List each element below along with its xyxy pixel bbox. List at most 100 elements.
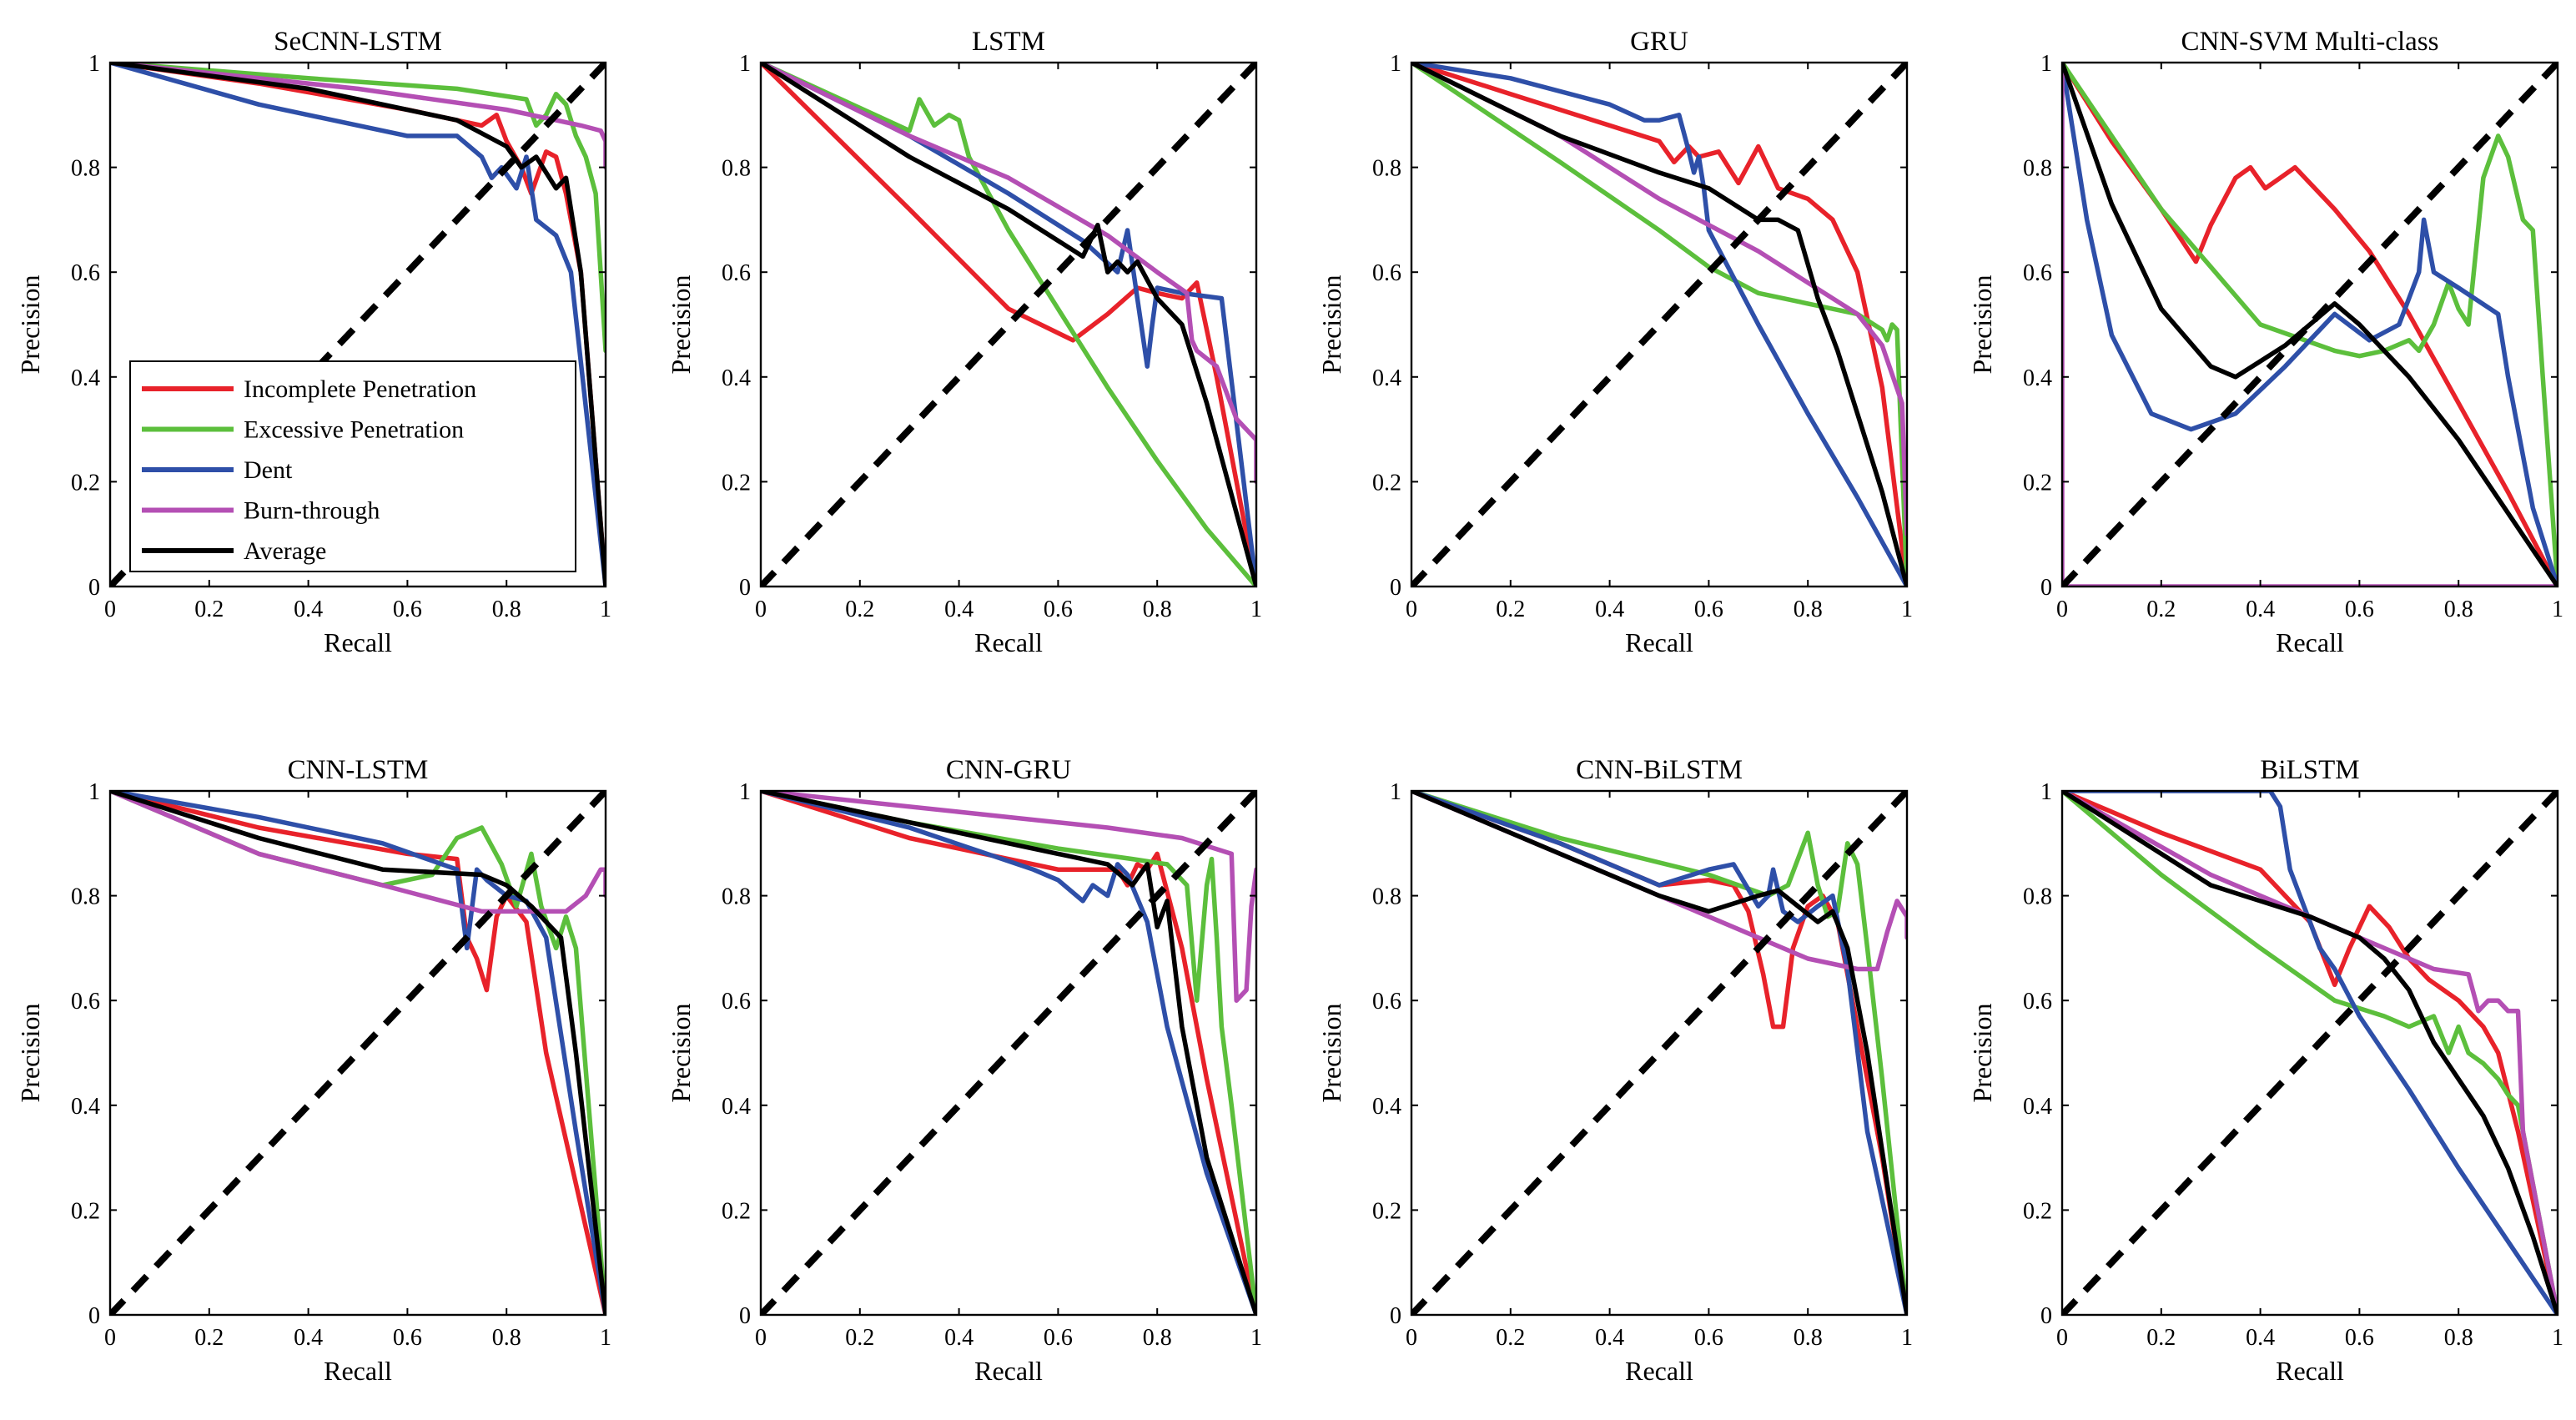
plot-frame xyxy=(1410,789,1909,1317)
series-line-average xyxy=(2062,791,2558,1315)
y-tick-label: 0.2 xyxy=(1372,1198,1401,1224)
y-tick-label: 0.6 xyxy=(71,989,100,1015)
panel-title: SeCNN-LSTM xyxy=(274,27,442,57)
y-tick-label: 0.2 xyxy=(722,1198,751,1224)
diagonal-reference-line xyxy=(110,791,606,1315)
legend-label-incomplete-penetration: Incomplete Penetration xyxy=(244,375,476,403)
diagonal-reference-line xyxy=(1411,791,1907,1315)
y-axis-label: Precision xyxy=(1316,274,1346,374)
x-tick-label: 1 xyxy=(2552,597,2563,622)
panel-title: CNN-LSTM xyxy=(288,755,429,785)
x-tick-label: 0.4 xyxy=(944,1325,974,1351)
x-axis-label: Recall xyxy=(324,627,392,657)
diagonal-reference-line xyxy=(2062,63,2558,587)
y-tick-label: 0.8 xyxy=(1372,156,1401,182)
x-tick-label: 0.2 xyxy=(1496,597,1525,622)
x-tick-label: 0.6 xyxy=(393,597,422,622)
y-tick-label: 0.6 xyxy=(71,260,100,286)
x-tick-label: 0 xyxy=(755,1325,767,1351)
panel-cnn-lstm: CNN-LSTM 0 0.2 0.4 0.6 0.8 1 0 0.2 0.4 0.6 0.8 1 Reca… xyxy=(15,755,611,1386)
plot-frame xyxy=(2060,789,2559,1317)
legend-label-dent: Dent xyxy=(244,456,293,484)
y-tick-label: 1 xyxy=(88,51,100,77)
x-tick-label: 0 xyxy=(104,1325,116,1351)
panel-title: CNN-SVM Multi-class xyxy=(2181,27,2439,57)
y-tick-label: 0.2 xyxy=(722,470,751,496)
x-axis-label: Recall xyxy=(324,1356,392,1386)
x-tick-label: 0.2 xyxy=(194,1325,224,1351)
series-line-incomplete-penetration xyxy=(1411,63,1907,587)
x-tick-label: 0.8 xyxy=(1143,1325,1172,1351)
panel-bilstm: BiLSTM 0 0.2 0.4 0.6 0.8 1 0 0.2 0.4 0.6 0.8 1 Recall… xyxy=(1967,755,2563,1386)
x-tick-label: 1 xyxy=(1250,1325,1262,1351)
series-line-excessive-penetration xyxy=(761,791,1256,1315)
y-tick-label: 1 xyxy=(739,51,751,77)
x-axis-label: Recall xyxy=(2276,1356,2344,1386)
x-tick-label: 0.4 xyxy=(294,1325,323,1351)
series-group xyxy=(2062,791,2558,1315)
series-line-dent xyxy=(761,791,1256,1315)
x-tick-label: 0.6 xyxy=(2345,597,2374,622)
y-axis-label: Precision xyxy=(1967,1003,1997,1102)
x-tick-label: 0.6 xyxy=(1694,597,1723,622)
y-tick-label: 0.8 xyxy=(722,156,751,182)
x-tick-label: 0.4 xyxy=(1595,1325,1624,1351)
panel-cnn-svm-multi-class: CNN-SVM Multi-class 0 0.2 0.4 0.6 0.8 1 0 0.2 0.4… xyxy=(1967,27,2563,657)
series-line-dent xyxy=(2062,63,2558,587)
y-tick-label: 0.6 xyxy=(1372,989,1401,1015)
x-axis-label: Recall xyxy=(1625,1356,1693,1386)
x-tick-label: 0.8 xyxy=(2444,597,2473,622)
x-tick-label: 0.2 xyxy=(194,597,224,622)
y-axis-label: Precision xyxy=(15,1003,45,1102)
plot-frame xyxy=(759,61,1258,588)
series-group xyxy=(110,63,606,587)
series-line-incomplete-penetration xyxy=(2062,791,2558,1315)
y-tick-label: 1 xyxy=(2040,779,2052,805)
x-tick-label: 0 xyxy=(1406,597,1417,622)
y-tick-label: 0.4 xyxy=(1372,1094,1401,1120)
x-tick-label: 0 xyxy=(104,597,116,622)
plot-frame xyxy=(759,789,1258,1317)
legend-label-burn-through: Burn-through xyxy=(244,497,380,525)
y-tick-label: 0.2 xyxy=(71,470,100,496)
y-tick-label: 0.4 xyxy=(722,1094,751,1120)
x-tick-label: 0.8 xyxy=(1794,597,1823,622)
panel-title: LSTM xyxy=(972,27,1045,57)
panel-title: CNN-BiLSTM xyxy=(1576,755,1743,785)
x-tick-label: 1 xyxy=(600,597,611,622)
y-axis-label: Precision xyxy=(1967,274,1997,374)
x-tick-label: 0.4 xyxy=(2246,597,2275,622)
diagonal-reference-line xyxy=(2062,791,2558,1315)
series-line-average xyxy=(1411,791,1907,1315)
y-tick-label: 0.8 xyxy=(71,156,100,182)
y-tick-label: 1 xyxy=(1390,779,1401,805)
panel-title: CNN-GRU xyxy=(946,755,1072,785)
x-tick-label: 0.2 xyxy=(1496,1325,1525,1351)
x-tick-label: 0.6 xyxy=(1044,597,1073,622)
panel-secnn-lstm: SeCNN-LSTM 0 0.2 0.4 0.6 0.8 1 0 0.2 0.4 0.6 0.8 1 Re… xyxy=(15,27,611,657)
legend-label-excessive-penetration: Excessive Penetration xyxy=(244,416,464,444)
x-tick-label: 0.4 xyxy=(1595,597,1624,622)
series-line-excessive-penetration xyxy=(110,63,606,354)
x-axis-label: Recall xyxy=(1625,627,1693,657)
series-line-dent xyxy=(1411,791,1907,1315)
x-tick-label: 0.6 xyxy=(1044,1325,1073,1351)
y-tick-label: 0.4 xyxy=(71,1094,100,1120)
x-axis-label: Recall xyxy=(974,627,1043,657)
series-line-burn-through xyxy=(1411,63,1907,536)
y-tick-label: 0.8 xyxy=(2023,156,2052,182)
x-tick-label: 0.8 xyxy=(492,1325,521,1351)
y-tick-label: 0.2 xyxy=(1372,470,1401,496)
series-line-average xyxy=(761,791,1256,1315)
y-tick-label: 0.4 xyxy=(71,365,100,391)
series-group xyxy=(1411,791,1907,1315)
panel-lstm: LSTM 0 0.2 0.4 0.6 0.8 1 0 0.2 0.4 0.6 0.8 1 Recall Pr… xyxy=(666,27,1262,657)
y-axis-label: Precision xyxy=(15,274,45,374)
y-tick-label: 0.2 xyxy=(2023,1198,2052,1224)
y-tick-label: 1 xyxy=(739,779,751,805)
x-tick-label: 0.8 xyxy=(1794,1325,1823,1351)
y-axis-label: Precision xyxy=(666,274,696,374)
y-tick-label: 0.6 xyxy=(722,260,751,286)
panel-cnn-bilstm: CNN-BiLSTM 0 0.2 0.4 0.6 0.8 1 0 0.2 0.4 0.6 0.8 1 Re… xyxy=(1316,755,1913,1386)
